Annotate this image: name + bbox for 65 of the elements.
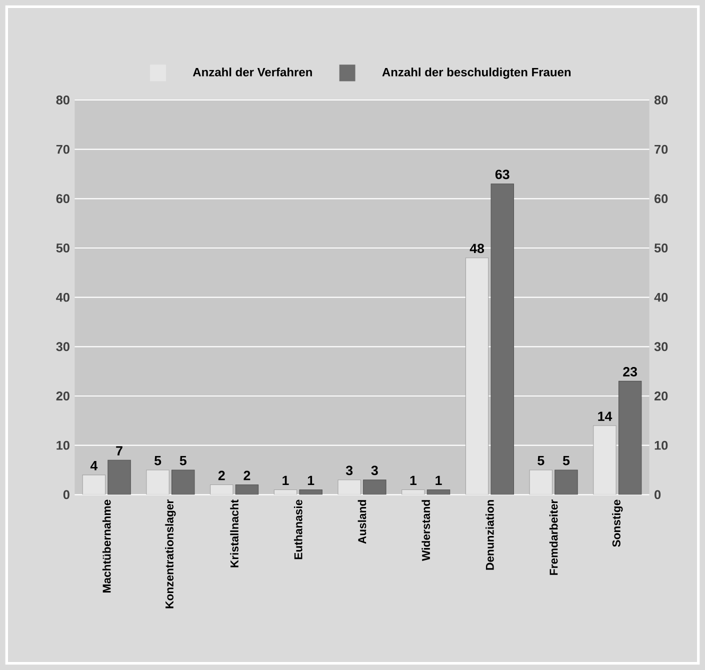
- bar: [338, 480, 361, 495]
- y2-tick-label: 80: [654, 96, 668, 104]
- y2-tick-label: 20: [654, 392, 668, 400]
- y2-tick-label: 60: [654, 194, 668, 204]
- bar: [82, 474, 106, 495]
- bar: [210, 484, 234, 495]
- y-tick-label: 80: [56, 96, 70, 104]
- data-label: 2: [218, 470, 225, 480]
- bar: [108, 460, 131, 495]
- bar: [490, 184, 514, 495]
- bar: [235, 484, 259, 495]
- data-label: 23: [623, 367, 638, 376]
- y-tick-label: 70: [56, 144, 70, 154]
- y-tick-label: 10: [56, 440, 70, 450]
- y2-tick-label: 50: [654, 244, 668, 252]
- bar: [402, 489, 425, 495]
- data-label: 1: [308, 476, 314, 486]
- x-tick-label: Ausland: [358, 500, 366, 544]
- data-label: 1: [436, 476, 442, 486]
- bar: [146, 470, 170, 495]
- y2-tick-label: 0: [654, 490, 661, 500]
- data-label: 5: [180, 456, 186, 466]
- bar: [274, 489, 298, 495]
- legend-label: Anzahl der Verfahren: [192, 68, 312, 76]
- data-label: 5: [154, 456, 162, 466]
- bar: [593, 425, 616, 495]
- data-label: 1: [282, 476, 289, 486]
- y-tick-label: 50: [56, 244, 70, 252]
- bar: [426, 489, 450, 495]
- data-label: 3: [346, 466, 353, 476]
- bar: [172, 470, 195, 495]
- bar: [554, 470, 578, 495]
- legend-label: Anzahl der beschuldigten Frauen: [382, 68, 571, 79]
- data-label: 63: [495, 170, 510, 180]
- y2-tick-label: 70: [654, 144, 668, 154]
- data-label: 5: [562, 456, 570, 466]
- x-tick-label: Euthanasie: [294, 500, 302, 560]
- bar: [363, 480, 386, 495]
- x-tick-label: Konzentrationslager: [165, 500, 176, 608]
- x-tick-label: Sonstige: [612, 500, 623, 547]
- bar: [618, 380, 642, 495]
- data-label: 1: [410, 476, 417, 486]
- data-label: 5: [538, 456, 544, 466]
- bar: [529, 470, 552, 495]
- x-tick-label: Widerstand: [422, 500, 430, 561]
- x-tick-label: Kristallnacht: [230, 500, 238, 568]
- y-tick-label: 60: [56, 194, 70, 204]
- y2-tick-label: 40: [654, 292, 668, 302]
- y2-tick-label: 10: [654, 440, 668, 450]
- y-tick-label: 30: [56, 342, 70, 352]
- data-label: 14: [598, 412, 612, 421]
- x-tick-label: Machtübernahme: [102, 500, 111, 592]
- x-tick-label: Denunziation: [486, 500, 494, 570]
- data-label: 4: [90, 461, 98, 470]
- data-label: 48: [470, 244, 484, 254]
- data-label: 2: [244, 470, 250, 480]
- bar: [465, 258, 489, 495]
- x-tick-label: Fremdarbeiter: [549, 500, 558, 575]
- y2-tick-label: 30: [654, 342, 668, 352]
- y-tick-label: 0: [63, 490, 70, 500]
- data-label: 7: [116, 446, 122, 456]
- y-tick-label: 40: [56, 292, 70, 302]
- data-label: 3: [371, 466, 378, 476]
- y-tick-label: 20: [56, 392, 70, 400]
- bar: [299, 489, 322, 495]
